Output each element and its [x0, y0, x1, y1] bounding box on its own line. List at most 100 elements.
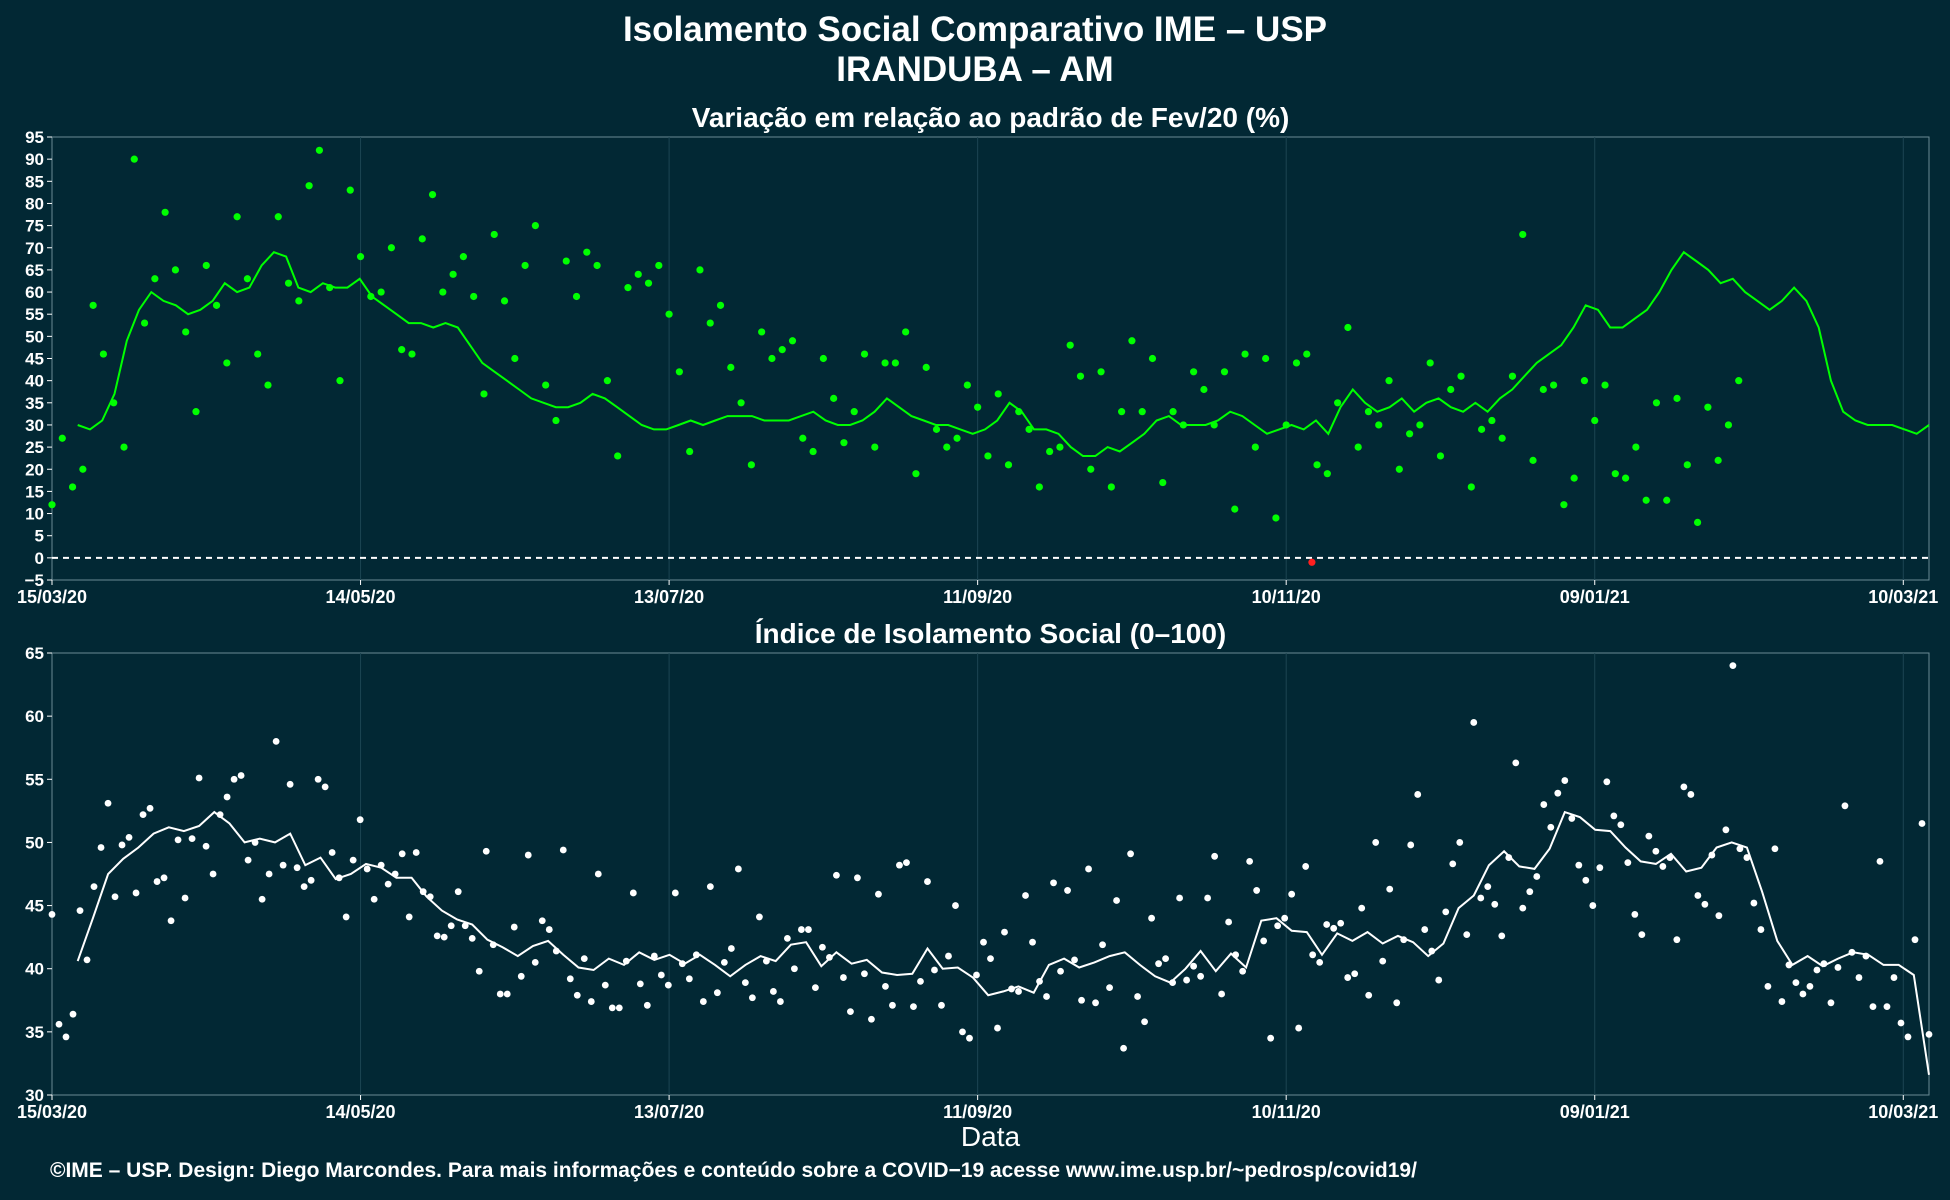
bottom-x-tick-label: 13/07/20: [634, 1102, 704, 1122]
top-data-point: [1200, 385, 1208, 394]
top-data-point: [1190, 368, 1198, 376]
top-data-point: [356, 253, 365, 261]
bottom-data-point: [1890, 974, 1898, 981]
top-data-point: [860, 350, 869, 358]
top-negative-data-point: [1308, 558, 1316, 566]
top-data-point: [1241, 350, 1249, 358]
bottom-data-point: [783, 935, 791, 942]
bottom-data-point: [1484, 883, 1492, 891]
top-data-point: [542, 381, 550, 389]
bottom-data-point: [97, 844, 105, 851]
bottom-data-point: [1281, 914, 1289, 922]
bottom-data-point: [1120, 1044, 1127, 1052]
bottom-data-point: [293, 864, 301, 872]
top-data-point: [799, 434, 807, 442]
bottom-data-point: [118, 841, 126, 849]
bottom-chart-title: Índice de Isolamento Social (0–100): [754, 618, 1227, 649]
bottom-data-point: [896, 861, 903, 869]
bottom-data-point: [1407, 841, 1415, 849]
bottom-data-point: [1197, 972, 1205, 980]
top-y-tick-label: 35: [25, 394, 44, 413]
bottom-data-point: [62, 1033, 70, 1041]
top-data-point: [1436, 452, 1445, 460]
bottom-data-point: [1015, 988, 1022, 995]
bottom-data-point: [1687, 791, 1695, 798]
top-data-point: [891, 359, 899, 367]
bottom-data-point: [861, 970, 868, 978]
bottom-data-point: [1918, 820, 1926, 827]
top-data-point: [346, 186, 354, 194]
top-data-point: [1652, 399, 1661, 407]
top-x-tick-label: 10/11/20: [1252, 587, 1321, 607]
bottom-data-point: [615, 1004, 623, 1012]
bottom-data-point: [1393, 999, 1401, 1007]
top-data-point: [1251, 443, 1259, 451]
bottom-data-point: [1925, 1030, 1933, 1038]
top-data-point: [233, 213, 241, 221]
bottom-data-point: [1008, 985, 1015, 993]
bottom-data-point: [1274, 922, 1282, 930]
bottom-data-point: [1568, 815, 1576, 822]
top-data-point: [1231, 505, 1239, 513]
bottom-data-point: [146, 804, 154, 812]
top-data-point: [737, 399, 745, 407]
top-data-point: [552, 416, 560, 425]
top-data-point: [459, 253, 467, 261]
bottom-data-point: [1218, 990, 1226, 998]
bottom-data-point: [1813, 966, 1821, 974]
top-data-point: [408, 350, 416, 358]
bottom-data-point: [1624, 859, 1632, 867]
bottom-data-point: [1477, 894, 1485, 902]
bottom-data-point: [910, 1003, 917, 1010]
bottom-y-tick-label: 55: [25, 770, 44, 789]
bottom-data-point: [812, 984, 819, 992]
top-data-point: [634, 270, 642, 278]
top-data-point: [1272, 514, 1280, 522]
bottom-data-point: [1260, 937, 1268, 945]
bottom-x-tick-label: 15/03/20: [17, 1102, 87, 1122]
top-data-point: [994, 390, 1002, 398]
bottom-data-point: [1435, 976, 1443, 984]
bottom-data-point: [1057, 967, 1064, 975]
bottom-data-point: [1540, 801, 1548, 808]
bottom-y-tick-label: 35: [25, 1023, 44, 1042]
bottom-data-point: [1239, 967, 1247, 975]
top-data-point: [377, 288, 385, 296]
top-data-point: [984, 452, 992, 460]
bottom-data-point: [419, 888, 427, 896]
top-data-point: [1457, 372, 1465, 380]
bottom-data-point: [230, 775, 238, 783]
top-y-tick-label: 60: [25, 283, 44, 302]
bottom-data-point: [1778, 998, 1786, 1005]
bottom-data-point: [258, 895, 266, 903]
top-data-point: [284, 279, 293, 287]
top-data-point: [1519, 230, 1527, 239]
top-data-point: [778, 346, 786, 354]
bottom-data-point: [167, 917, 175, 925]
top-data-point: [1673, 394, 1681, 402]
top-data-point: [1015, 408, 1023, 416]
bottom-data-point: [608, 1004, 616, 1012]
bottom-data-point: [889, 1001, 896, 1009]
bottom-data-point: [769, 988, 777, 995]
bottom-data-point: [223, 793, 231, 801]
bottom-data-point: [398, 850, 406, 858]
bottom-data-point: [1869, 1003, 1877, 1010]
bottom-data-point: [482, 847, 490, 855]
bottom-data-point: [125, 833, 133, 841]
top-data-point: [1560, 501, 1568, 509]
top-data-point: [1539, 385, 1547, 394]
bottom-data-point: [755, 913, 763, 921]
bottom-data-point: [1428, 947, 1436, 955]
bottom-data-point: [1736, 845, 1744, 853]
bottom-data-point: [706, 883, 714, 891]
bottom-data-point: [1316, 959, 1324, 966]
top-data-point: [1467, 483, 1475, 491]
top-data-point: [747, 461, 755, 469]
bottom-data-point: [959, 1028, 966, 1036]
bottom-data-point: [790, 965, 798, 973]
bottom-data-point: [1862, 952, 1870, 960]
bottom-data-point: [987, 955, 994, 963]
bottom-data-point: [664, 981, 672, 989]
